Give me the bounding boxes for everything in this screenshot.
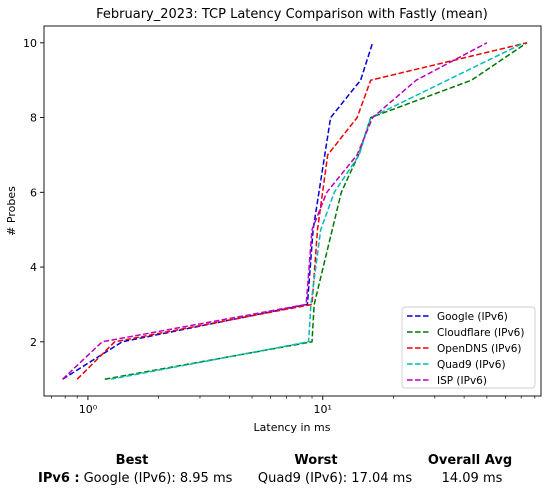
legend-label-0: Google (IPv6)	[437, 311, 508, 323]
best-value: Google (IPv6): 8.95 ms	[83, 471, 233, 486]
x-axis-label: Latency in ms	[254, 421, 331, 434]
legend-label-4: ISP (IPv6)	[437, 375, 487, 387]
x-tick-label-0: 10⁰	[79, 403, 98, 416]
legend-label-1: Cloudflare (IPv6)	[437, 327, 524, 339]
series-line-4	[62, 42, 488, 380]
y-tick-label-3: 8	[30, 112, 37, 125]
legend-label-3: Quad9 (IPv6)	[437, 359, 506, 371]
row-label: IPv6 :	[38, 471, 80, 486]
legend-label-2: OpenDNS (IPv6)	[437, 343, 522, 355]
y-tick-label-1: 4	[30, 261, 37, 274]
latency-chart: February_2023: TCP Latency Comparison wi…	[5, 7, 542, 434]
chart-title: February_2023: TCP Latency Comparison wi…	[96, 7, 488, 22]
worst-value: Quad9 (IPv6): 17.04 ms	[257, 471, 413, 486]
x-tick-label-1: 10¹	[314, 403, 332, 416]
series-layer	[62, 42, 528, 380]
y-axis-label: # Probes	[5, 186, 18, 236]
series-line-0	[62, 42, 374, 380]
summary-table: Best Worst Overall Avg IPv6 : Google (IP…	[0, 448, 548, 496]
axes-layer: 10⁰ 10¹ 2 4 6 8 10	[23, 37, 536, 416]
avg-value: 14.09 ms	[441, 471, 503, 486]
y-tick-label-0: 2	[30, 336, 37, 349]
worst-header: Worst	[294, 453, 338, 468]
legend-frame	[401, 306, 536, 389]
avg-header: Overall Avg	[427, 453, 513, 468]
plot-frame	[43, 25, 542, 397]
legend: Google (IPv6) Cloudflare (IPv6) OpenDNS (I…	[401, 306, 536, 389]
series-line-2	[76, 42, 528, 380]
series-line-1	[104, 42, 528, 380]
y-tick-label-2: 6	[30, 186, 37, 199]
y-tick-label-4: 10	[23, 37, 37, 50]
best-header: Best	[115, 453, 149, 468]
